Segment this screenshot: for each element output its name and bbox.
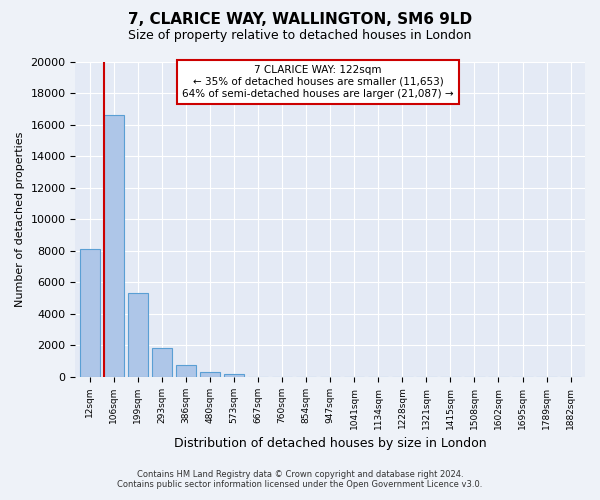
Text: 7, CLARICE WAY, WALLINGTON, SM6 9LD: 7, CLARICE WAY, WALLINGTON, SM6 9LD [128,12,472,28]
Bar [152,348,172,377]
Bar [200,372,220,377]
Text: Size of property relative to detached houses in London: Size of property relative to detached ho… [128,29,472,42]
Bar [80,249,100,377]
Bar [104,115,124,377]
Y-axis label: Number of detached properties: Number of detached properties [15,132,25,307]
Text: Contains HM Land Registry data © Crown copyright and database right 2024.
Contai: Contains HM Land Registry data © Crown c… [118,470,482,489]
Bar [128,294,148,377]
X-axis label: Distribution of detached houses by size in London: Distribution of detached houses by size … [174,437,487,450]
Text: 7 CLARICE WAY: 122sqm
← 35% of detached houses are smaller (11,653)
64% of semi-: 7 CLARICE WAY: 122sqm ← 35% of detached … [182,66,454,98]
Bar [176,365,196,377]
Bar [224,374,244,377]
